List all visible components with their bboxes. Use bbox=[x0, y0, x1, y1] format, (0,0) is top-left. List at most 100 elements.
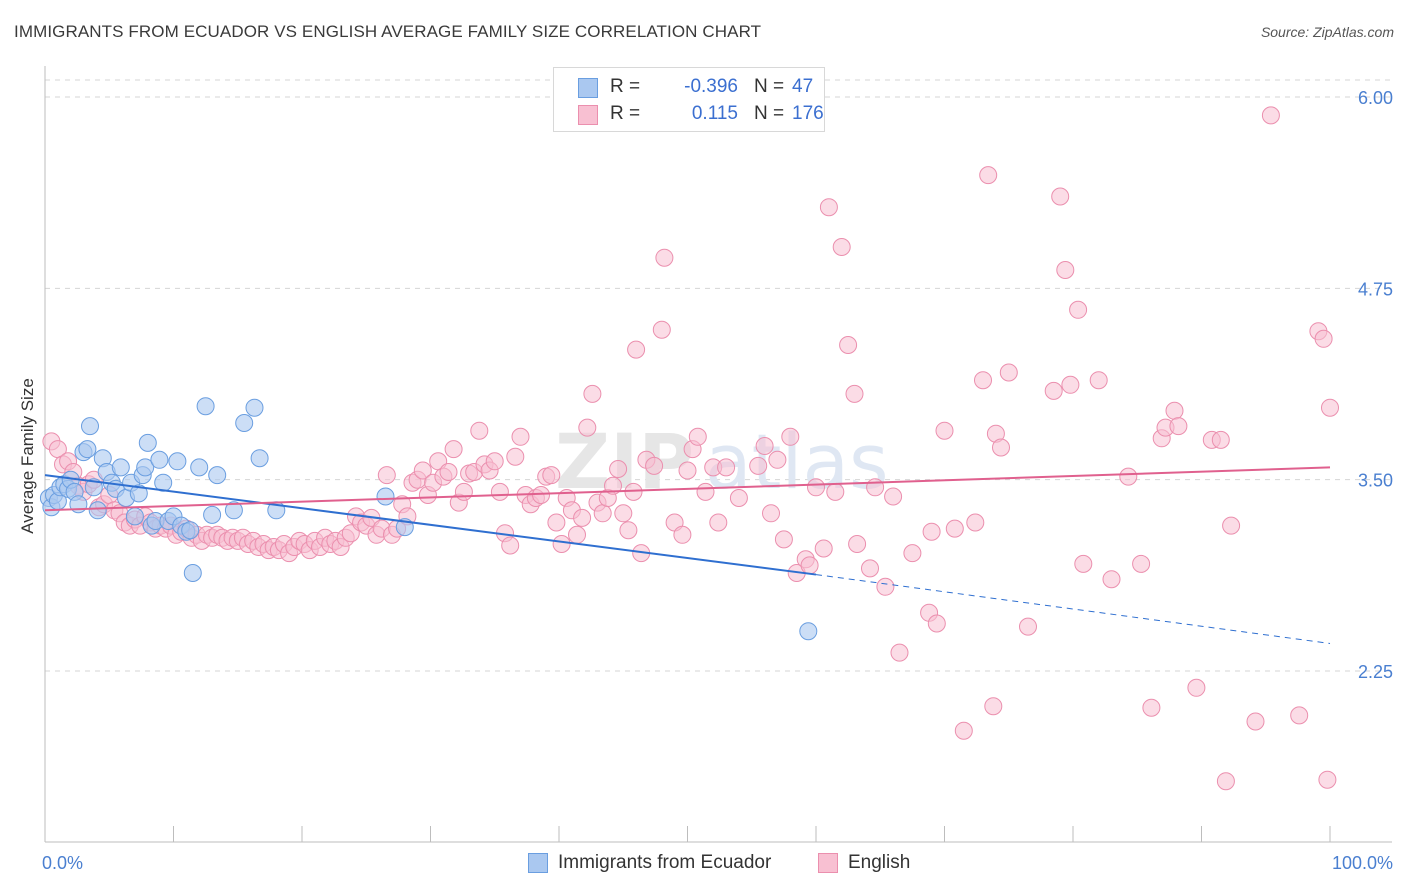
english-point bbox=[511, 427, 530, 446]
english-point bbox=[578, 418, 597, 437]
english-point bbox=[547, 513, 566, 532]
english-point bbox=[845, 384, 864, 403]
ecuador-point bbox=[799, 622, 818, 641]
ecuador-point bbox=[208, 466, 227, 485]
ecuador-point bbox=[224, 501, 243, 520]
english-point bbox=[1222, 516, 1241, 535]
english-point bbox=[717, 458, 736, 477]
ecuador-point bbox=[84, 478, 103, 497]
english-point bbox=[444, 440, 463, 459]
english-point bbox=[974, 371, 992, 390]
ecuador-point bbox=[111, 458, 130, 477]
grid-lines bbox=[45, 79, 1392, 672]
english-point bbox=[614, 504, 633, 523]
english-point bbox=[583, 384, 602, 403]
english-point bbox=[762, 504, 780, 523]
english-point bbox=[1246, 712, 1265, 731]
english-point bbox=[439, 463, 458, 481]
english-point bbox=[1211, 430, 1230, 449]
english-point bbox=[1051, 187, 1070, 206]
english-point bbox=[709, 513, 728, 532]
english-point bbox=[1165, 401, 1184, 420]
english-point bbox=[609, 460, 628, 478]
legend-swatch-pink bbox=[578, 105, 598, 125]
english-point bbox=[979, 166, 998, 185]
english-point bbox=[819, 198, 838, 217]
ecuador-points bbox=[39, 397, 818, 641]
trend-lines bbox=[44, 466, 1331, 644]
english-point bbox=[999, 363, 1018, 382]
english-point bbox=[1119, 467, 1138, 486]
legend-r-label: R = bbox=[610, 103, 641, 124]
english-trend-line bbox=[44, 466, 1331, 512]
ecuador-point bbox=[136, 458, 155, 477]
ecuador-point bbox=[250, 449, 269, 468]
ecuador-point bbox=[138, 433, 157, 452]
axes bbox=[44, 66, 1392, 843]
english-point bbox=[1187, 678, 1206, 697]
legend-n-value: 176 bbox=[792, 103, 824, 124]
english-point bbox=[413, 461, 432, 480]
y-tick-label: 6.00 bbox=[1358, 88, 1393, 108]
english-point bbox=[1132, 554, 1151, 573]
english-point bbox=[1102, 570, 1121, 589]
english-point bbox=[903, 544, 922, 563]
english-point bbox=[814, 539, 833, 558]
english-point bbox=[749, 456, 768, 475]
english-point bbox=[984, 697, 1003, 716]
legend-r-value: -0.396 bbox=[684, 76, 738, 97]
english-point bbox=[922, 522, 941, 541]
english-point bbox=[501, 536, 520, 555]
english-point bbox=[490, 482, 509, 501]
english-point bbox=[532, 486, 550, 504]
english-point bbox=[935, 421, 954, 440]
english-point bbox=[688, 427, 707, 446]
ecuador-point bbox=[245, 398, 264, 417]
english-point bbox=[645, 456, 664, 475]
english-point bbox=[927, 614, 946, 633]
ecuador-point bbox=[196, 397, 215, 416]
ecuador-point bbox=[88, 501, 107, 520]
english-point bbox=[1069, 300, 1088, 319]
english-point bbox=[619, 521, 638, 540]
english-point bbox=[729, 489, 748, 507]
english-point bbox=[470, 421, 489, 440]
bottom-legend-label: Immigrants from Ecuador bbox=[558, 852, 772, 873]
english-point bbox=[1089, 371, 1108, 390]
legend-swatch-blue bbox=[578, 78, 598, 98]
english-point bbox=[848, 535, 867, 553]
english-point bbox=[627, 340, 646, 359]
bottom-legend-swatch-blue bbox=[528, 853, 548, 873]
english-point bbox=[1044, 381, 1063, 400]
bottom-legend-swatch-pink bbox=[818, 853, 838, 873]
english-point bbox=[992, 438, 1010, 457]
english-point bbox=[774, 530, 793, 549]
legend-r-label: R = bbox=[610, 76, 641, 97]
english-point bbox=[485, 452, 504, 471]
english-point bbox=[866, 478, 885, 497]
chart-title: IMMIGRANTS FROM ECUADOR VS ENGLISH AVERA… bbox=[14, 22, 762, 41]
english-point bbox=[593, 504, 612, 523]
y-tick-label: 2.25 bbox=[1358, 662, 1393, 682]
english-point bbox=[604, 476, 622, 495]
english-point bbox=[966, 513, 985, 532]
english-point bbox=[1318, 770, 1337, 789]
english-point bbox=[768, 450, 787, 469]
english-point bbox=[542, 466, 561, 485]
english-point bbox=[573, 508, 592, 527]
english-point bbox=[1261, 106, 1280, 125]
english-point bbox=[826, 482, 845, 501]
english-point bbox=[506, 447, 525, 466]
english-point bbox=[800, 556, 819, 575]
legend-r-value: 0.115 bbox=[691, 103, 738, 124]
english-point bbox=[755, 437, 774, 455]
y-axis-label: Average Family Size bbox=[18, 378, 37, 534]
english-point bbox=[861, 559, 879, 578]
source-note: Source: ZipAtlas.com bbox=[1260, 24, 1394, 40]
ecuador-point bbox=[168, 452, 187, 471]
ecuador-point bbox=[181, 521, 200, 540]
english-point bbox=[568, 525, 586, 544]
english-point bbox=[1321, 398, 1339, 417]
legend-n-label: N = bbox=[754, 76, 785, 97]
english-points bbox=[42, 106, 1339, 791]
